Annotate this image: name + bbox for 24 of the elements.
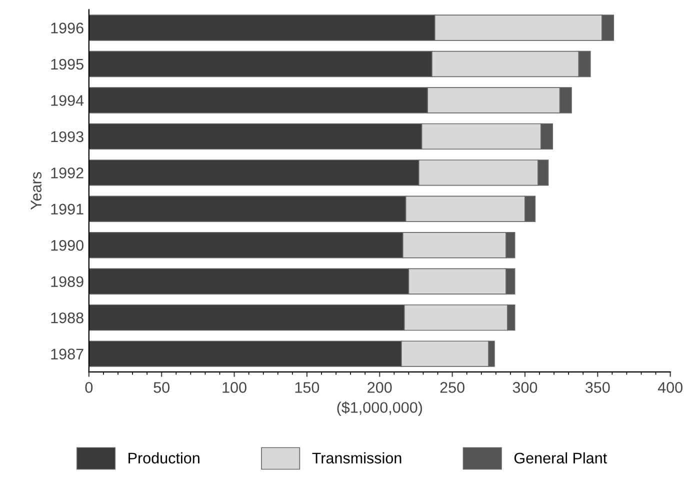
x-tick-label: 300 <box>512 382 538 393</box>
y-tick-label: 1995 <box>51 58 84 70</box>
x-tick-label: 250 <box>440 382 464 393</box>
legend-label: Production <box>128 452 200 464</box>
y-tick-label: 1987 <box>51 348 84 360</box>
y-tick-label: 1992 <box>51 168 84 178</box>
x-tick-label: 0 <box>85 382 93 393</box>
y-tick-label: 1994 <box>51 95 84 106</box>
y-tick-label: 1990 <box>51 240 84 251</box>
y-tick-label: 1988 <box>51 312 84 324</box>
y-axis-title: Years <box>30 172 42 210</box>
legend-label: General Plant <box>514 452 607 464</box>
y-tick-label: 1993 <box>51 131 84 142</box>
x-axis-title: ($1,000,000) <box>337 401 422 416</box>
x-tick-label: 400 <box>658 382 682 393</box>
x-tick-label: 100 <box>222 382 246 393</box>
y-tick-label: 1991 <box>51 204 84 215</box>
y-tick-label: 1996 <box>51 22 84 34</box>
x-tick-label: 350 <box>585 382 610 393</box>
y-tick-label: 1989 <box>51 276 84 288</box>
x-tick-label: 200 <box>368 382 392 393</box>
legend-label: Transmission <box>312 452 402 464</box>
x-tick-label: 150 <box>295 382 320 393</box>
x-tick-label: 50 <box>154 382 170 393</box>
